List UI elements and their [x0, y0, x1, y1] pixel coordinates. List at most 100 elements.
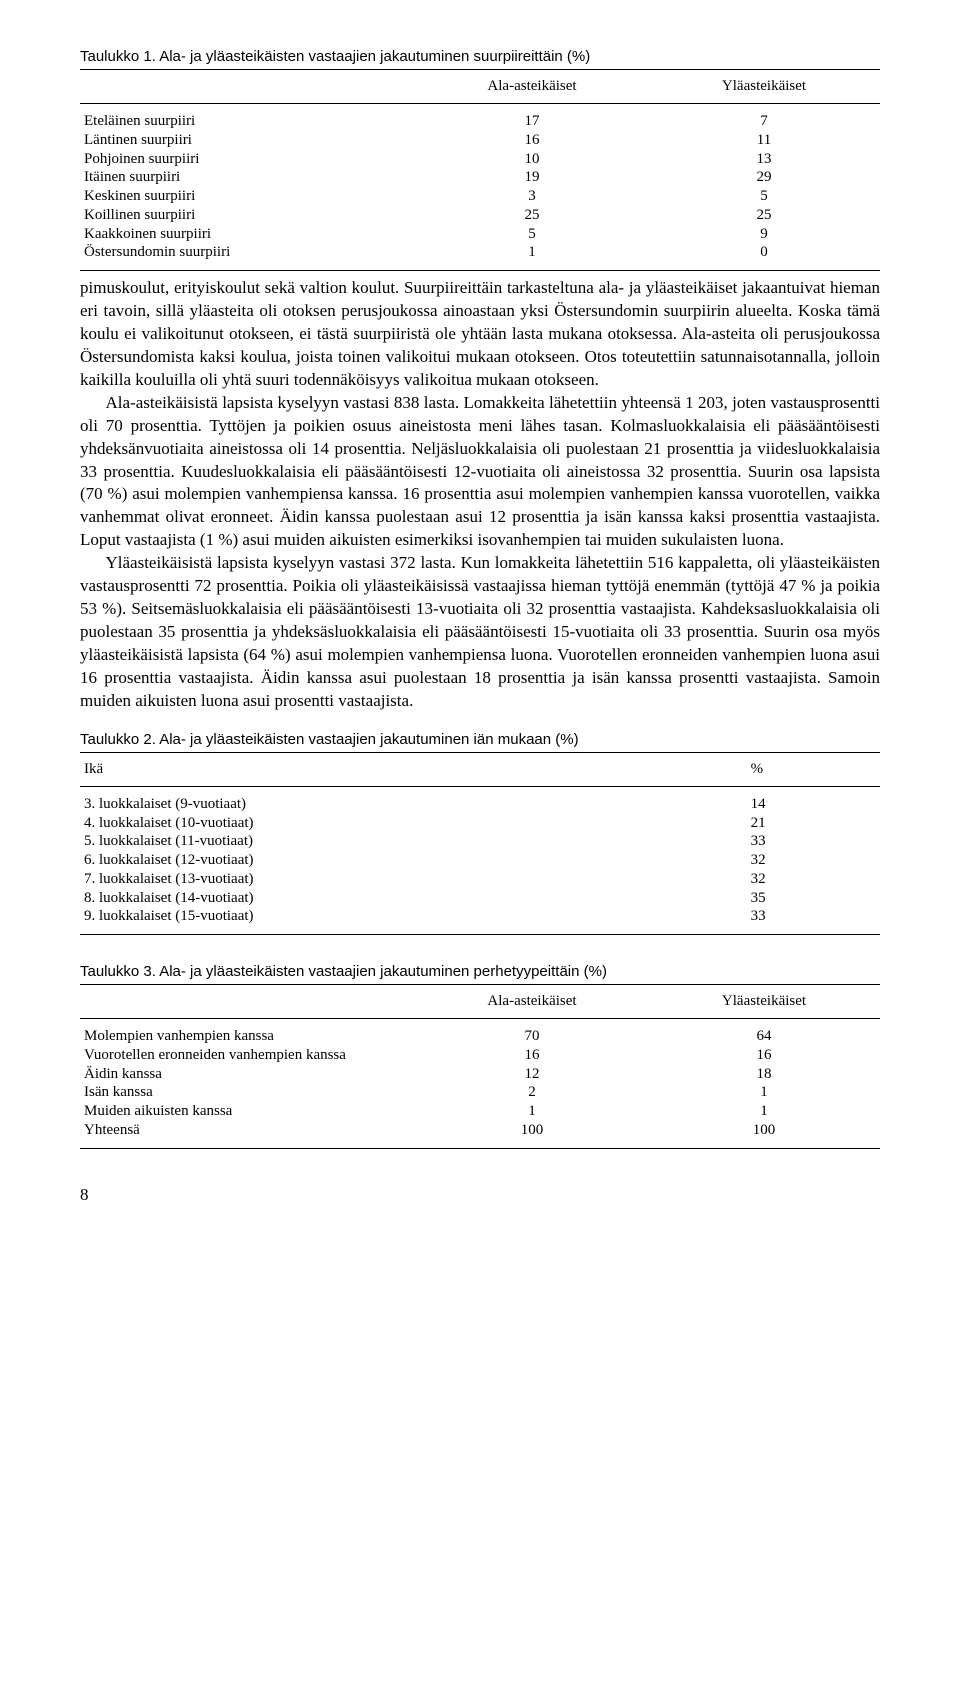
cell-value-a: 3 [416, 187, 648, 206]
table-row: Kaakkoinen suurpiiri59 [80, 225, 880, 244]
cell-label: Läntinen suurpiiri [80, 131, 416, 150]
cell-value-a: 19 [416, 168, 648, 187]
cell-value: 35 [747, 889, 880, 908]
cell-value-b: 7 [648, 104, 880, 131]
cell-label: Äidin kanssa [80, 1065, 416, 1084]
table-row: Östersundomin suurpiiri10 [80, 243, 880, 270]
cell-value-a: 16 [416, 131, 648, 150]
cell-value-b: 11 [648, 131, 880, 150]
table3-col3-header: Yläasteikäiset [648, 985, 880, 1019]
cell-value-b: 25 [648, 206, 880, 225]
table3-header-row: Ala-asteikäiset Yläasteikäiset [80, 985, 880, 1019]
table3: Ala-asteikäiset Yläasteikäiset Molempien… [80, 985, 880, 1148]
cell-label: Kaakkoinen suurpiiri [80, 225, 416, 244]
cell-value-a: 16 [416, 1046, 648, 1065]
table3-col2-header: Ala-asteikäiset [416, 985, 648, 1019]
cell-label: 9. luokkalaiset (15-vuotiaat) [80, 907, 747, 934]
cell-value-a: 1 [416, 243, 648, 270]
cell-value-b: 16 [648, 1046, 880, 1065]
cell-label: Koillinen suurpiiri [80, 206, 416, 225]
cell-value-b: 100 [648, 1121, 880, 1148]
table2-col2-header: % [747, 753, 880, 787]
table-row: Muiden aikuisten kanssa11 [80, 1102, 880, 1121]
cell-label: 5. luokkalaiset (11-vuotiaat) [80, 832, 747, 851]
table1-title: Taulukko 1. Ala- ja yläasteikäisten vast… [80, 48, 880, 70]
cell-label: 3. luokkalaiset (9-vuotiaat) [80, 786, 747, 813]
cell-label: 4. luokkalaiset (10-vuotiaat) [80, 814, 747, 833]
cell-label: Vuorotellen eronneiden vanhempien kanssa [80, 1046, 416, 1065]
document-page: Taulukko 1. Ala- ja yläasteikäisten vast… [0, 0, 960, 1245]
table-row: Pohjoinen suurpiiri1013 [80, 150, 880, 169]
table1-end-rule [80, 270, 880, 271]
cell-value: 32 [747, 851, 880, 870]
cell-label: 7. luokkalaiset (13-vuotiaat) [80, 870, 747, 889]
cell-value: 32 [747, 870, 880, 889]
cell-label: Eteläinen suurpiiri [80, 104, 416, 131]
table-row: Koillinen suurpiiri2525 [80, 206, 880, 225]
table-row: 8. luokkalaiset (14-vuotiaat)35 [80, 889, 880, 908]
cell-value: 14 [747, 786, 880, 813]
cell-value-a: 5 [416, 225, 648, 244]
cell-value-b: 5 [648, 187, 880, 206]
table-row: Keskinen suurpiiri35 [80, 187, 880, 206]
paragraph-2: Ala-asteikäisistä lapsista kyselyyn vast… [80, 392, 880, 553]
table-row: Itäinen suurpiiri1929 [80, 168, 880, 187]
table2-end-rule [80, 934, 880, 935]
table1-col1-header [80, 70, 416, 104]
table1-header-row: Ala-asteikäiset Yläasteikäiset [80, 70, 880, 104]
cell-value-b: 1 [648, 1102, 880, 1121]
table-row: Läntinen suurpiiri1611 [80, 131, 880, 150]
cell-label: Itäinen suurpiiri [80, 168, 416, 187]
cell-value-b: 1 [648, 1083, 880, 1102]
cell-label: Isän kanssa [80, 1083, 416, 1102]
table-row: 4. luokkalaiset (10-vuotiaat)21 [80, 814, 880, 833]
table2: Ikä % 3. luokkalaiset (9-vuotiaat)144. l… [80, 753, 880, 934]
cell-value: 33 [747, 832, 880, 851]
table-row: Äidin kanssa1218 [80, 1065, 880, 1084]
paragraph-3: Yläasteikäisistä lapsista kyselyyn vasta… [80, 552, 880, 713]
table-row: Molempien vanhempien kanssa7064 [80, 1019, 880, 1046]
cell-value: 21 [747, 814, 880, 833]
cell-value-a: 70 [416, 1019, 648, 1046]
table1-col2-header: Ala-asteikäiset [416, 70, 648, 104]
cell-value-a: 100 [416, 1121, 648, 1148]
cell-value-a: 2 [416, 1083, 648, 1102]
cell-label: 6. luokkalaiset (12-vuotiaat) [80, 851, 747, 870]
cell-label: Molempien vanhempien kanssa [80, 1019, 416, 1046]
table-row: Isän kanssa21 [80, 1083, 880, 1102]
table1-col3-header: Yläasteikäiset [648, 70, 880, 104]
table-row: 7. luokkalaiset (13-vuotiaat)32 [80, 870, 880, 889]
cell-value-b: 64 [648, 1019, 880, 1046]
cell-value-b: 9 [648, 225, 880, 244]
table2-col1-header: Ikä [80, 753, 747, 787]
body-text: pimuskoulut, erityiskoulut sekä valtion … [80, 277, 880, 713]
table3-col1-header [80, 985, 416, 1019]
cell-label: 8. luokkalaiset (14-vuotiaat) [80, 889, 747, 908]
table2-title: Taulukko 2. Ala- ja yläasteikäisten vast… [80, 731, 880, 753]
table3-end-rule [80, 1148, 880, 1149]
cell-label: Yhteensä [80, 1121, 416, 1148]
table-row: 5. luokkalaiset (11-vuotiaat)33 [80, 832, 880, 851]
cell-value-a: 17 [416, 104, 648, 131]
table-row: Yhteensä100100 [80, 1121, 880, 1148]
cell-value-b: 0 [648, 243, 880, 270]
cell-value-a: 25 [416, 206, 648, 225]
table-row: 6. luokkalaiset (12-vuotiaat)32 [80, 851, 880, 870]
cell-value: 33 [747, 907, 880, 934]
page-number: 8 [80, 1185, 880, 1205]
table-row: 3. luokkalaiset (9-vuotiaat)14 [80, 786, 880, 813]
cell-value-b: 29 [648, 168, 880, 187]
cell-label: Östersundomin suurpiiri [80, 243, 416, 270]
paragraph-1: pimuskoulut, erityiskoulut sekä valtion … [80, 277, 880, 392]
cell-value-b: 13 [648, 150, 880, 169]
cell-label: Pohjoinen suurpiiri [80, 150, 416, 169]
cell-label: Keskinen suurpiiri [80, 187, 416, 206]
table-row: 9. luokkalaiset (15-vuotiaat)33 [80, 907, 880, 934]
cell-value-b: 18 [648, 1065, 880, 1084]
cell-value-a: 10 [416, 150, 648, 169]
cell-label: Muiden aikuisten kanssa [80, 1102, 416, 1121]
table3-title: Taulukko 3. Ala- ja yläasteikäisten vast… [80, 963, 880, 985]
table-row: Vuorotellen eronneiden vanhempien kanssa… [80, 1046, 880, 1065]
table-row: Eteläinen suurpiiri177 [80, 104, 880, 131]
cell-value-a: 1 [416, 1102, 648, 1121]
